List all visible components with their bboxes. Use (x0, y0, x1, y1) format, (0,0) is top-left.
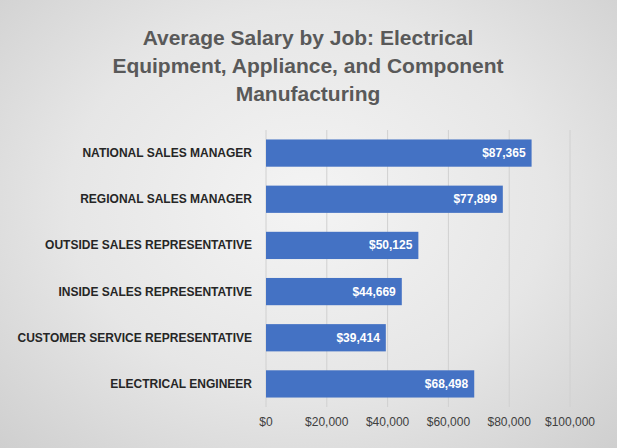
data-label: $50,125 (369, 238, 413, 252)
data-label: $77,899 (453, 192, 497, 206)
tick-label: $80,000 (488, 415, 532, 429)
category-label: NATIONAL SALES MANAGER (82, 146, 252, 160)
data-label: $87,365 (482, 146, 526, 160)
data-label: $44,669 (352, 285, 396, 299)
tick-label: $0 (259, 415, 273, 429)
grid-line (509, 130, 510, 407)
grid-line (326, 130, 327, 407)
chart: $0 $20,000 $40,000 $60,000 $80,000 $100,000 NA… (0, 0, 617, 448)
tick-label: $20,000 (305, 415, 349, 429)
bar (266, 139, 532, 166)
category-label: ELECTRICAL ENGINEER (110, 377, 252, 391)
category-label: CUSTOMER SERVICE REPRESENTATIVE (18, 331, 253, 345)
chart-title: Average Salary by Job: Electrical Equipm… (108, 24, 508, 108)
bar (266, 278, 402, 305)
grid-line (448, 130, 449, 407)
bar (266, 232, 418, 259)
data-label: $68,498 (425, 377, 469, 391)
bar (266, 370, 474, 397)
category-label: INSIDE SALES REPRESENTATIVE (58, 285, 252, 299)
tick-label: $60,000 (427, 415, 471, 429)
grid-line (387, 130, 388, 407)
grid-line (266, 130, 267, 407)
bar (266, 324, 386, 351)
category-label: OUTSIDE SALES REPRESENTATIVE (45, 238, 252, 252)
tick-label: $100,000 (545, 415, 595, 429)
grid-line (570, 130, 571, 407)
tick-label: $40,000 (366, 415, 410, 429)
category-label: REGIONAL SALES MANAGER (80, 192, 252, 206)
bar (266, 186, 503, 213)
data-label: $39,414 (336, 331, 380, 345)
bars (266, 139, 532, 397)
